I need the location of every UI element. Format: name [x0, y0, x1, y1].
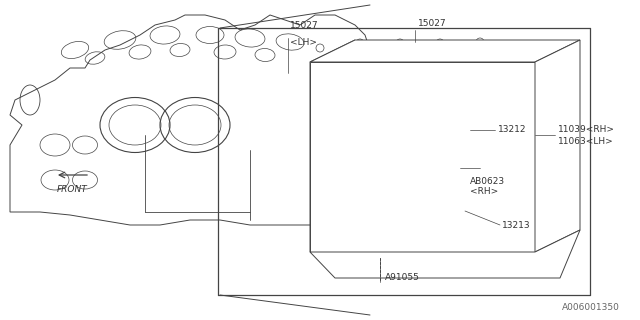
Text: FRONT: FRONT: [56, 185, 88, 194]
Text: <LH>: <LH>: [290, 38, 317, 47]
Polygon shape: [310, 62, 535, 252]
Text: 13213: 13213: [502, 220, 531, 229]
Text: <RH>: <RH>: [470, 187, 499, 196]
Polygon shape: [310, 40, 580, 62]
Text: 15027: 15027: [290, 21, 319, 30]
Text: AB0623: AB0623: [470, 177, 505, 186]
Text: A006001350: A006001350: [562, 303, 620, 312]
Polygon shape: [535, 40, 580, 252]
Polygon shape: [310, 40, 355, 252]
Text: 11039<RH>: 11039<RH>: [558, 125, 615, 134]
Polygon shape: [310, 230, 580, 278]
Text: A91055: A91055: [385, 274, 420, 283]
Polygon shape: [10, 15, 385, 232]
Text: 15027: 15027: [418, 19, 447, 28]
Text: 11063<LH>: 11063<LH>: [558, 138, 614, 147]
Text: 13212: 13212: [498, 125, 527, 134]
